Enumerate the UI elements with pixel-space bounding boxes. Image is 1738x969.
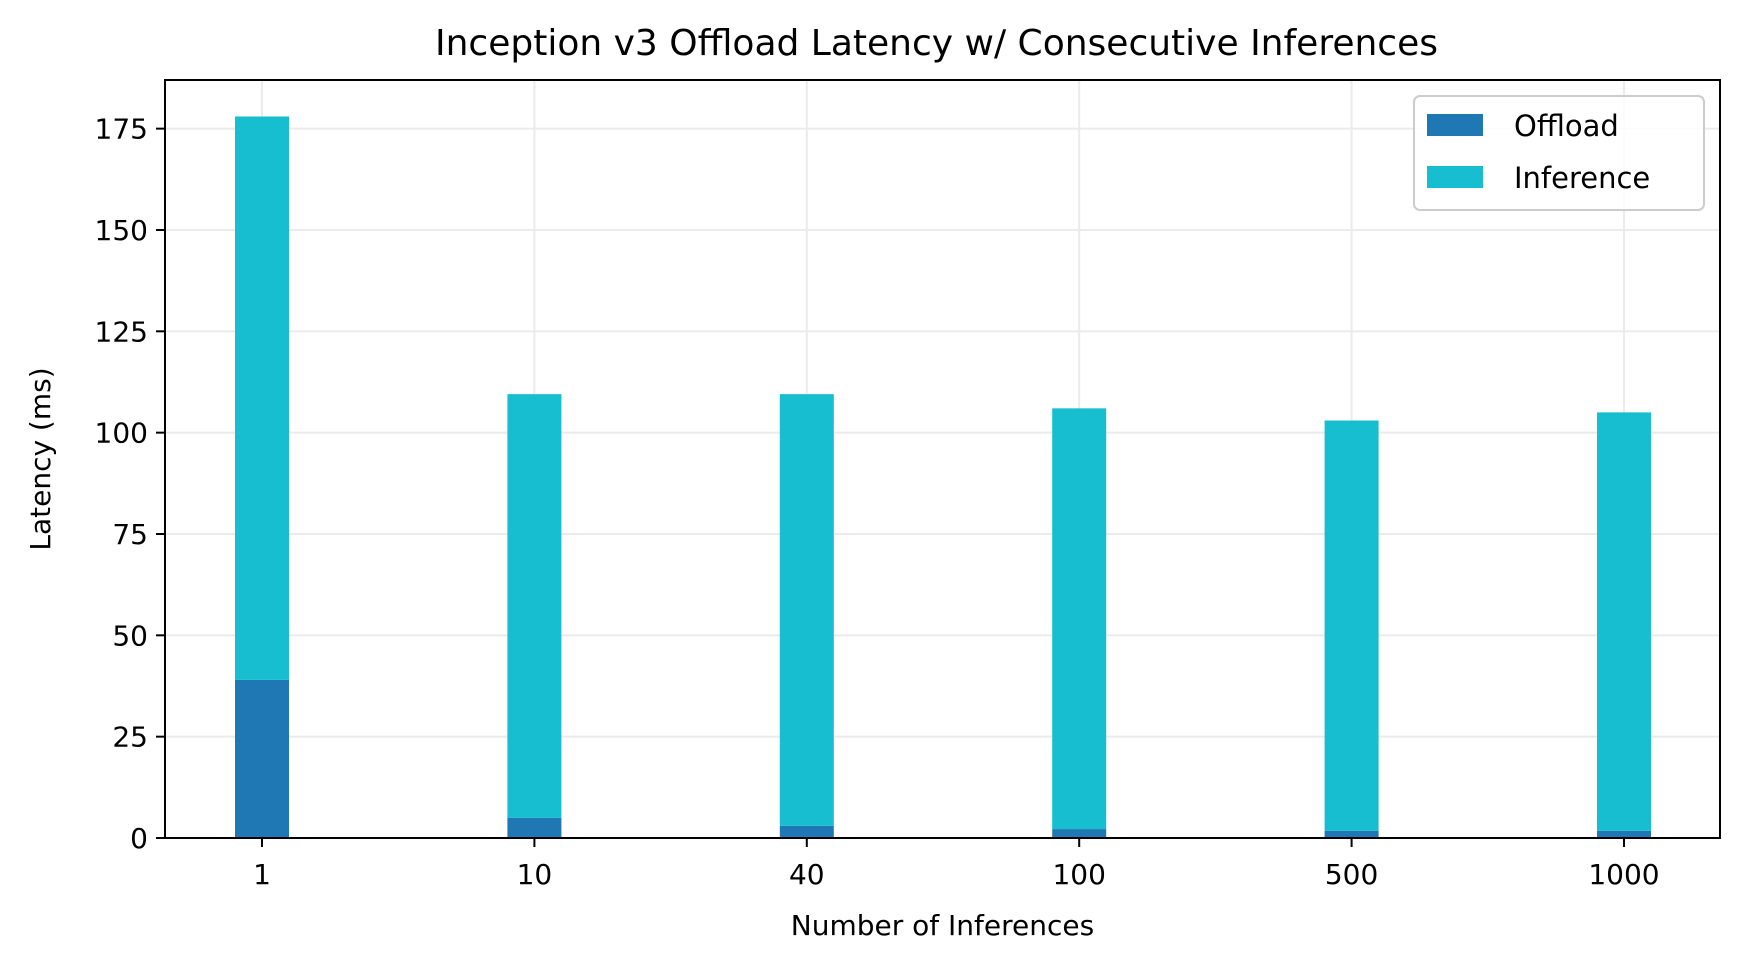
- x-tick-label: 1000: [1588, 858, 1659, 891]
- bar-offload-10: [507, 817, 562, 838]
- x-tick-label: 40: [789, 858, 825, 891]
- legend-label-offload: Offload: [1514, 109, 1619, 143]
- legend: Offload Inference: [1413, 95, 1705, 211]
- bars: [235, 116, 1651, 838]
- bar-offload-1: [235, 679, 289, 838]
- plot-frame: [164, 79, 1721, 839]
- x-tick-label: 1: [253, 858, 271, 891]
- y-tick-label: 125: [95, 315, 148, 348]
- y-tick-label: 25: [112, 721, 148, 754]
- bar-inference-500: [1324, 420, 1379, 831]
- y-axis-label: Latency (ms): [24, 367, 57, 550]
- y-tick-label: 50: [112, 619, 148, 652]
- bar-offload-40: [779, 825, 834, 838]
- legend-box: [1413, 95, 1705, 211]
- bar-offload-100: [1052, 829, 1107, 838]
- x-axis-label: Number of Inferences: [791, 909, 1094, 942]
- bar-inference-100: [1052, 408, 1107, 830]
- bar-offload-500: [1324, 830, 1379, 838]
- chart-title: Inception v3 Offload Latency w/ Consecut…: [435, 23, 1438, 64]
- bar-offload-1000: [1597, 830, 1651, 838]
- legend-label-inference: Inference: [1514, 161, 1650, 195]
- y-tick-label: 100: [95, 417, 148, 450]
- x-tick-label: 500: [1325, 858, 1378, 891]
- legend-swatch-offload: [1427, 114, 1483, 136]
- bar-inference-1000: [1597, 412, 1651, 831]
- x-axis-ticks: 1 10 40 100 500 1000: [253, 838, 1660, 891]
- y-axis-ticks: 0 25 50 75 100 125 150 175: [95, 113, 165, 855]
- x-tick-label: 10: [517, 858, 553, 891]
- bar-inference-1: [235, 116, 289, 680]
- x-tick-label: 100: [1052, 858, 1105, 891]
- legend-swatch-inference: [1427, 166, 1483, 188]
- y-tick-label: 150: [95, 214, 148, 247]
- bar-inference-10: [507, 394, 562, 818]
- y-tick-label: 175: [95, 113, 148, 146]
- y-tick-label: 0: [130, 822, 148, 855]
- bar-inference-40: [779, 394, 834, 826]
- y-tick-label: 75: [112, 518, 148, 551]
